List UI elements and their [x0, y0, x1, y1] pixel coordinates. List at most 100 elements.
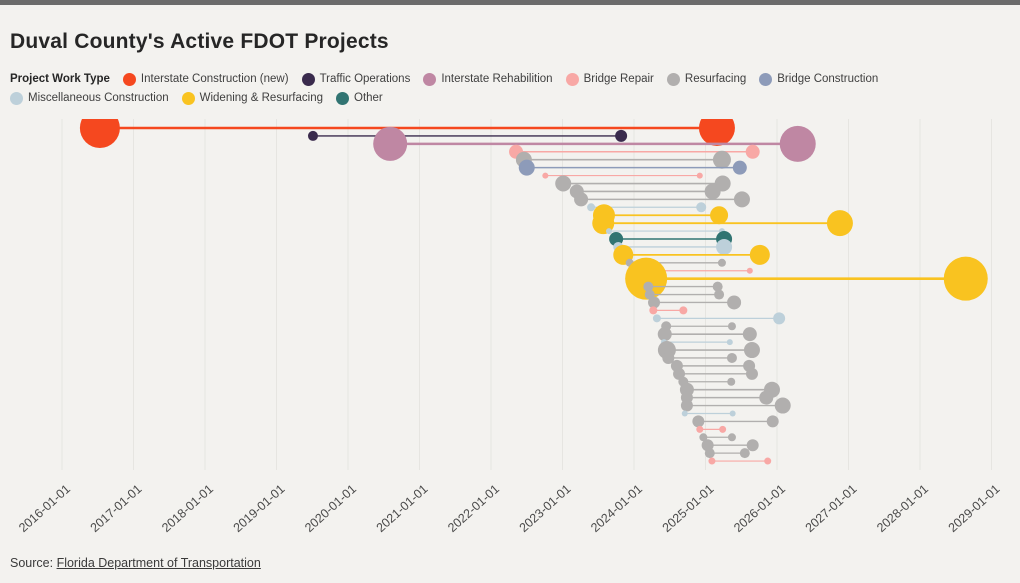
project-row[interactable] — [515, 150, 731, 169]
legend-item-label: Other — [354, 92, 383, 104]
project-start-dot — [652, 314, 661, 323]
project-row[interactable] — [643, 281, 723, 292]
project-row[interactable] — [569, 183, 721, 200]
legend-item-label: Traffic Operations — [319, 73, 411, 85]
legend-item: Other — [336, 91, 383, 105]
project-end-dot — [719, 425, 727, 433]
source-link[interactable]: Florida Department of Transportation — [56, 556, 261, 570]
legend-item-label: Interstate Construction (new) — [140, 73, 289, 85]
project-start-dot — [518, 159, 535, 176]
project-row[interactable] — [661, 321, 736, 332]
project-row[interactable] — [652, 312, 786, 325]
project-row[interactable] — [79, 108, 735, 148]
project-row[interactable] — [681, 410, 736, 417]
project-end-dot — [759, 390, 774, 405]
x-axis-labels: 2016-01-01 2017-01-01 2018-01-01 2019-01-01… — [16, 482, 1002, 535]
legend-item: Bridge Construction — [759, 72, 878, 86]
project-start-dot — [662, 351, 675, 364]
project-end-dot — [746, 439, 759, 452]
legend-item: Traffic Operations — [301, 72, 411, 86]
x-axis-label: 2029-01-01 — [946, 482, 1003, 535]
project-row[interactable] — [708, 457, 772, 465]
legend-item-label: Miscellaneous Construction — [28, 92, 169, 104]
source-note: Source: Florida Department of Transporta… — [10, 556, 261, 570]
project-end-dot — [943, 256, 988, 301]
legend-item: Interstate Construction (new) — [122, 72, 289, 86]
source-prefix: Source: — [10, 556, 57, 570]
project-end-dot — [698, 119, 735, 146]
project-start-dot — [708, 457, 716, 465]
project-row[interactable] — [625, 256, 988, 301]
x-axis-label: 2027-01-01 — [803, 482, 860, 535]
x-axis-label: 2024-01-01 — [588, 482, 645, 535]
legend-swatch-icon — [565, 72, 579, 86]
project-start-dot — [79, 119, 120, 148]
legend-swatch-icon — [423, 72, 437, 86]
x-axis-label: 2016-01-01 — [16, 482, 73, 535]
project-row[interactable] — [574, 191, 750, 208]
project-end-dot — [727, 377, 736, 386]
project-start-dot — [643, 281, 654, 292]
project-start-dot — [373, 126, 408, 161]
project-row[interactable] — [307, 129, 628, 142]
legend-item: Widening & Resurfacing — [181, 91, 323, 105]
legend-item-label: Resurfacing — [684, 73, 747, 85]
x-axis-label: 2028-01-01 — [874, 482, 931, 535]
x-axis-label: 2025-01-01 — [660, 482, 717, 535]
project-row[interactable] — [692, 415, 779, 428]
legend-item-label: Bridge Construction — [777, 73, 879, 85]
project-end-dot — [739, 448, 750, 459]
legend-swatch-icon — [759, 72, 773, 86]
project-end-dot — [733, 191, 750, 208]
project-end-dot — [766, 415, 779, 428]
project-row[interactable] — [657, 327, 757, 342]
project-row[interactable] — [680, 390, 774, 405]
legend-swatch-icon — [666, 72, 680, 86]
project-end-dot — [712, 281, 723, 292]
project-row[interactable] — [670, 359, 756, 372]
project-start-dot — [605, 228, 612, 235]
project-row[interactable] — [662, 351, 737, 364]
legend-item: Resurfacing — [666, 72, 747, 86]
project-end-dot — [712, 150, 731, 169]
project-row[interactable] — [649, 306, 688, 315]
project-rows — [79, 108, 988, 465]
project-end-dot — [743, 342, 760, 359]
project-row[interactable] — [605, 228, 725, 235]
project-row[interactable] — [699, 433, 736, 442]
legend-item: Bridge Repair — [565, 72, 654, 86]
project-end-dot — [710, 206, 729, 225]
project-row[interactable] — [680, 397, 791, 414]
project-end-dot — [773, 312, 786, 325]
project-start-dot — [699, 433, 708, 442]
project-start-dot — [555, 175, 572, 192]
project-row[interactable] — [518, 159, 747, 176]
project-end-dot — [696, 172, 703, 179]
project-end-dot — [679, 306, 688, 315]
project-end-dot — [716, 238, 733, 255]
project-row[interactable] — [609, 231, 733, 248]
project-row[interactable] — [542, 172, 703, 179]
project-start-dot — [625, 257, 668, 300]
project-row[interactable] — [701, 439, 759, 452]
project-end-dot — [826, 210, 853, 237]
legend-swatch-icon — [301, 72, 315, 86]
project-start-dot — [681, 410, 688, 417]
project-end-dot — [704, 183, 721, 200]
project-end-dot — [774, 397, 791, 414]
project-row[interactable] — [704, 448, 750, 459]
project-row[interactable] — [648, 295, 742, 310]
legend: Project Work Type Interstate Constructio… — [10, 72, 995, 105]
project-end-dot — [726, 339, 733, 346]
project-end-dot — [729, 410, 736, 417]
x-axis-label: 2021-01-01 — [374, 482, 431, 535]
project-row[interactable] — [644, 289, 725, 300]
project-row[interactable] — [673, 367, 758, 380]
project-row[interactable] — [696, 425, 727, 433]
x-axis-label: 2020-01-01 — [302, 482, 359, 535]
project-row[interactable] — [373, 125, 816, 162]
legend-swatch-icon — [336, 91, 349, 105]
project-end-dot — [727, 322, 736, 331]
project-end-dot — [717, 258, 726, 267]
